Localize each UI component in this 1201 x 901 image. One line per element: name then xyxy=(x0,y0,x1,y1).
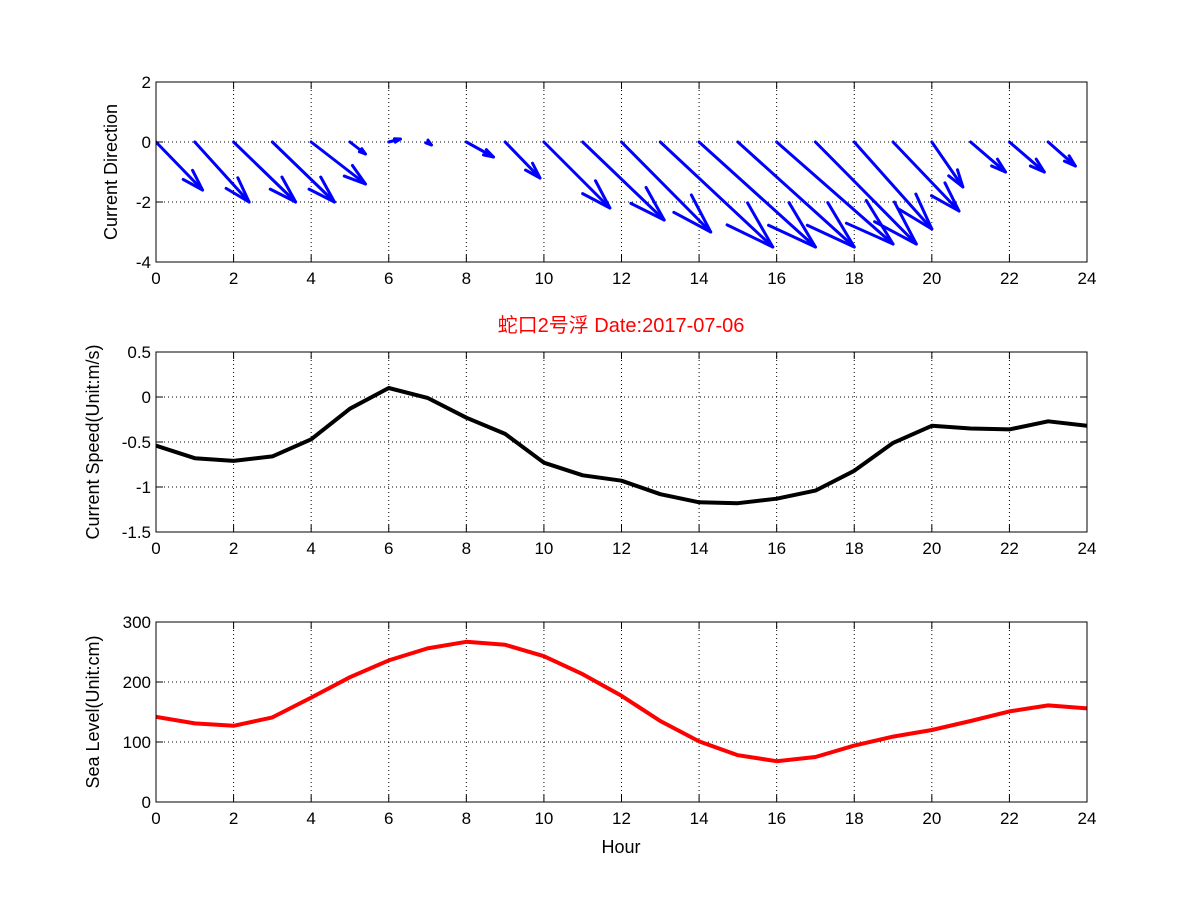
speed-series xyxy=(156,386,1087,506)
speed-x-tick-label: 2 xyxy=(229,539,238,558)
direction-arrow xyxy=(1007,140,1046,174)
direction-arrow xyxy=(232,140,298,204)
sea-level-y-axis-label: Sea Level(Unit:cm) xyxy=(83,635,103,788)
sea-level-x-tick-label: 24 xyxy=(1078,809,1097,828)
speed-y-tick-label: -1 xyxy=(136,478,151,497)
sea-level-x-tick-label: 8 xyxy=(462,809,471,828)
direction-x-tick-label: 22 xyxy=(1000,269,1019,288)
sea-level-x-tick-label: 6 xyxy=(384,809,393,828)
sea-level-x-tick-label: 0 xyxy=(151,809,160,828)
sea-level-y-tick-label: 100 xyxy=(123,733,151,752)
direction-arrow xyxy=(736,140,856,249)
sea-level-series-line xyxy=(156,639,1087,764)
direction-arrow xyxy=(969,140,1008,174)
sea-level-x-axis-label: Hour xyxy=(601,837,640,857)
sea-level-x-tick-label: 14 xyxy=(690,809,709,828)
direction-x-tick-label: 8 xyxy=(462,269,471,288)
direction-x-tick-label: 14 xyxy=(690,269,709,288)
direction-arrow xyxy=(581,140,666,222)
speed-y-axis-label: Current Speed(Unit:m/s) xyxy=(83,344,103,539)
speed-plot-area xyxy=(156,352,1087,532)
speed-x-tick-label: 16 xyxy=(767,539,786,558)
direction-panel: 0 2 4 6 8 10 12 14 16 18 20 22 24-4-202 Current Dire… xyxy=(101,73,1096,288)
speed-ticks: 0 2 4 6 8 10 12 14 16 18 20 22 24-1.5-1-0.500.5 xyxy=(122,343,1097,558)
speed-x-tick-label: 8 xyxy=(462,539,471,558)
direction-y-tick-label: -2 xyxy=(136,193,151,212)
direction-x-tick-label: 10 xyxy=(534,269,553,288)
sea-level-x-tick-label: 22 xyxy=(1000,809,1019,828)
speed-x-tick-label: 6 xyxy=(384,539,393,558)
direction-ticks: 0 2 4 6 8 10 12 14 16 18 20 22 24-4-202 xyxy=(136,73,1097,288)
direction-arrows xyxy=(156,137,1077,249)
sea-level-x-tick-label: 4 xyxy=(306,809,315,828)
direction-arrow xyxy=(464,140,495,159)
speed-x-tick-label: 14 xyxy=(690,539,709,558)
sea-level-x-tick-label: 10 xyxy=(534,809,553,828)
direction-arrow xyxy=(813,140,918,246)
sea-level-x-tick-label: 16 xyxy=(767,809,786,828)
direction-arrow xyxy=(193,140,251,204)
direction-arrow xyxy=(542,140,612,210)
direction-arrow xyxy=(891,140,961,213)
direction-x-tick-label: 20 xyxy=(922,269,941,288)
direction-x-tick-label: 16 xyxy=(767,269,786,288)
direction-arrow xyxy=(697,140,817,249)
direction-arrow xyxy=(852,140,934,231)
sea-level-y-tick-label: 200 xyxy=(123,673,151,692)
speed-x-tick-label: 22 xyxy=(1000,539,1019,558)
speed-x-tick-label: 0 xyxy=(151,539,160,558)
speed-y-tick-label: -1.5 xyxy=(122,523,151,542)
direction-x-tick-label: 2 xyxy=(229,269,238,288)
direction-y-tick-label: 2 xyxy=(142,73,151,92)
sea-level-y-tick-label: 300 xyxy=(123,613,151,632)
sea-level-x-tick-label: 20 xyxy=(922,809,941,828)
speed-y-tick-label: 0 xyxy=(142,388,151,407)
direction-arrow xyxy=(658,140,775,249)
sea-level-plot-area xyxy=(156,622,1087,802)
direction-y-axis-label: Current Direction xyxy=(101,104,121,240)
speed-x-tick-label: 18 xyxy=(845,539,864,558)
direction-arrow xyxy=(309,140,367,186)
direction-x-tick-label: 0 xyxy=(151,269,160,288)
speed-x-tick-label: 24 xyxy=(1078,539,1097,558)
sea-level-y-tick-label: 0 xyxy=(142,793,151,812)
direction-arrow xyxy=(424,138,433,147)
sea-level-series xyxy=(156,639,1087,764)
direction-arrow xyxy=(930,140,965,189)
speed-y-tick-label: -0.5 xyxy=(122,433,151,452)
direction-arrow xyxy=(156,140,205,192)
direction-arrow xyxy=(348,140,367,156)
direction-arrow xyxy=(1046,140,1077,168)
direction-x-tick-label: 6 xyxy=(384,269,393,288)
direction-y-tick-label: 0 xyxy=(142,133,151,152)
direction-y-tick-label: -4 xyxy=(136,253,151,272)
direction-plot-area xyxy=(156,82,1087,262)
sea-level-x-tick-label: 12 xyxy=(612,809,631,828)
direction-x-tick-label: 4 xyxy=(306,269,315,288)
direction-arrow xyxy=(620,140,713,234)
speed-panel: 0 2 4 6 8 10 12 14 16 18 20 22 24-1.5-1-0.500.5 Curr… xyxy=(83,343,1096,558)
figure-title: 蛇口2号浮 Date:2017-07-06 xyxy=(498,314,745,337)
direction-arrow xyxy=(270,140,336,204)
sea-level-x-tick-label: 2 xyxy=(229,809,238,828)
speed-x-tick-label: 20 xyxy=(922,539,941,558)
speed-series-line xyxy=(156,386,1087,506)
direction-x-tick-label: 18 xyxy=(845,269,864,288)
direction-x-tick-label: 12 xyxy=(612,269,631,288)
direction-arrow xyxy=(503,140,542,180)
sea-level-x-tick-label: 18 xyxy=(845,809,864,828)
speed-x-tick-label: 4 xyxy=(306,539,315,558)
direction-x-tick-label: 24 xyxy=(1078,269,1097,288)
speed-x-tick-label: 12 xyxy=(612,539,631,558)
speed-y-tick-label: 0.5 xyxy=(127,343,151,362)
speed-x-tick-label: 10 xyxy=(534,539,553,558)
direction-arrow xyxy=(387,137,402,144)
direction-arrow xyxy=(775,140,895,246)
